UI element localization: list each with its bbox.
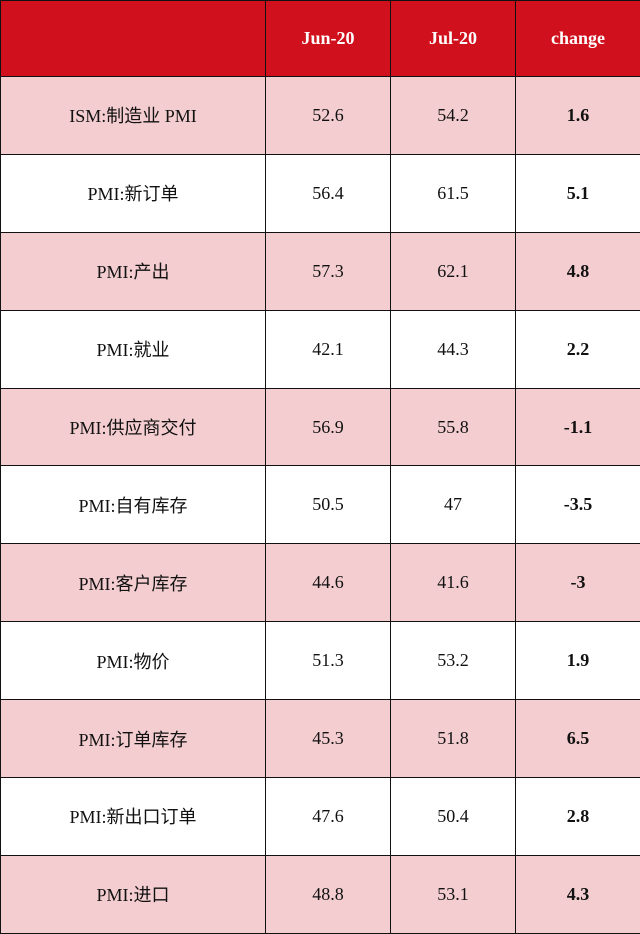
row-label: PMI:物价 [1, 622, 266, 700]
row-label: PMI:自有库存 [1, 466, 266, 544]
table-row: PMI:物价 51.3 53.2 1.9 [1, 622, 640, 700]
cell-jun: 57.3 [266, 232, 391, 310]
table-row: PMI:就业 42.1 44.3 2.2 [1, 310, 640, 388]
cell-jul: 61.5 [391, 154, 516, 232]
cell-jul: 55.8 [391, 388, 516, 466]
table-row: ISM:制造业 PMI 52.6 54.2 1.6 [1, 77, 640, 155]
table-row: PMI:产出 57.3 62.1 4.8 [1, 232, 640, 310]
cell-change: 2.8 [516, 778, 640, 856]
cell-jun: 52.6 [266, 77, 391, 155]
cell-jun: 51.3 [266, 622, 391, 700]
cell-change: 1.9 [516, 622, 640, 700]
header-cell-change: change [516, 1, 640, 77]
cell-change: 1.6 [516, 77, 640, 155]
cell-change: -3.5 [516, 466, 640, 544]
cell-jun: 45.3 [266, 700, 391, 778]
table-body: ISM:制造业 PMI 52.6 54.2 1.6 PMI:新订单 56.4 6… [1, 77, 640, 934]
table-row: PMI:供应商交付 56.9 55.8 -1.1 [1, 388, 640, 466]
table-row: PMI:进口 48.8 53.1 4.3 [1, 855, 640, 933]
header-cell-jun: Jun-20 [266, 1, 391, 77]
row-label: PMI:客户库存 [1, 544, 266, 622]
cell-change: -1.1 [516, 388, 640, 466]
cell-change: 2.2 [516, 310, 640, 388]
row-label: PMI:产出 [1, 232, 266, 310]
row-label: PMI:订单库存 [1, 700, 266, 778]
row-label: PMI:新出口订单 [1, 778, 266, 856]
cell-change: 6.5 [516, 700, 640, 778]
table-row: PMI:客户库存 44.6 41.6 -3 [1, 544, 640, 622]
cell-jun: 56.4 [266, 154, 391, 232]
cell-jun: 47.6 [266, 778, 391, 856]
table-row: PMI:新出口订单 47.6 50.4 2.8 [1, 778, 640, 856]
cell-jun: 50.5 [266, 466, 391, 544]
table-row: PMI:新订单 56.4 61.5 5.1 [1, 154, 640, 232]
row-label: PMI:新订单 [1, 154, 266, 232]
cell-jul: 51.8 [391, 700, 516, 778]
cell-jun: 48.8 [266, 855, 391, 933]
cell-jul: 47 [391, 466, 516, 544]
cell-jul: 44.3 [391, 310, 516, 388]
row-label: PMI:供应商交付 [1, 388, 266, 466]
cell-change: 5.1 [516, 154, 640, 232]
cell-change: 4.8 [516, 232, 640, 310]
cell-jul: 53.1 [391, 855, 516, 933]
table-row: PMI:自有库存 50.5 47 -3.5 [1, 466, 640, 544]
row-label: PMI:进口 [1, 855, 266, 933]
cell-jul: 54.2 [391, 77, 516, 155]
header-cell-jul: Jul-20 [391, 1, 516, 77]
table-row: PMI:订单库存 45.3 51.8 6.5 [1, 700, 640, 778]
cell-jul: 53.2 [391, 622, 516, 700]
header-cell-label [1, 1, 266, 77]
cell-jul: 41.6 [391, 544, 516, 622]
cell-jul: 50.4 [391, 778, 516, 856]
cell-jun: 44.6 [266, 544, 391, 622]
row-label: ISM:制造业 PMI [1, 77, 266, 155]
cell-change: 4.3 [516, 855, 640, 933]
row-label: PMI:就业 [1, 310, 266, 388]
table-header-row: Jun-20 Jul-20 change [1, 1, 640, 77]
cell-change: -3 [516, 544, 640, 622]
cell-jun: 56.9 [266, 388, 391, 466]
cell-jul: 62.1 [391, 232, 516, 310]
cell-jun: 42.1 [266, 310, 391, 388]
